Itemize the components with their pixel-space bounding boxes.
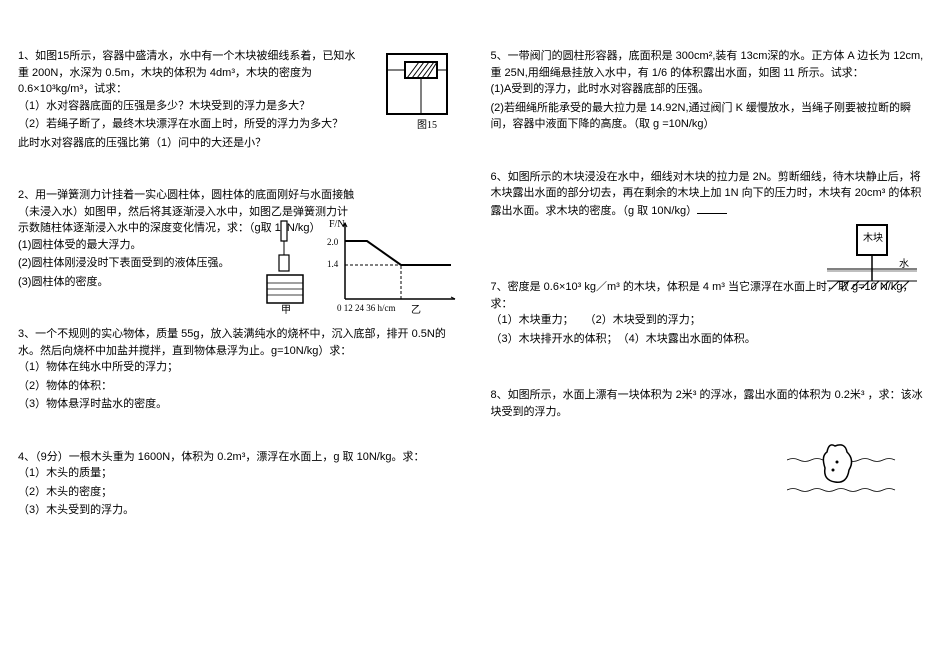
q1-part2: （2）若绳子断了，最终木块漂浮在水面上时，所受的浮力为多大？ <box>18 116 358 133</box>
q8-figure <box>787 430 897 500</box>
q7-part2: （3）木块排开水的体积； （4）木块露出水面的体积。 <box>491 331 928 348</box>
question-5: 5、一带阀门的圆柱形容器，底面积是 300cm²,装有 13cm深的水。正方体 … <box>491 48 928 133</box>
q1-stem: 1、如图15所示，容器中盛清水，水中有一个木块被细线系着，已知水重 200N，水… <box>18 50 355 95</box>
q6-body: 6、如图所示的木块浸没在水中，细线对木块的拉力是 2N。剪断细线，待木块静止后，… <box>491 169 928 220</box>
q2-ytick1: 2.0 <box>327 237 339 247</box>
q2-caption-right: 乙 <box>411 304 421 315</box>
q1-part3: 此时水对容器底的压强比第（1）问中的大还是小？ <box>18 135 358 152</box>
q4-part2: （2）木头的密度； <box>18 484 455 501</box>
q2-xticks: 0 12 24 36 h/cm <box>337 303 396 313</box>
q1-part1: （1）水对容器底面的压强是多少？木块受到的浮力是多大？ <box>18 98 358 115</box>
q4-stem: 4、（9分）一根木头重为 1600N，体积为 0.2m³，漂浮在水面上，g 取 … <box>18 451 424 463</box>
q5-body: 5、一带阀门的圆柱形容器，底面积是 300cm²,装有 13cm深的水。正方体 … <box>491 48 928 133</box>
spring-scale-graph-icon: 甲 F/N 2.0 1.4 <box>261 215 461 315</box>
question-8: 8、如图所示，水面上漂有一块体积为 2米³ 的浮冰，露出水面的体积为 0.2米³… <box>491 387 928 420</box>
q3-part3: （3）物体悬浮时盐水的密度。 <box>18 396 455 413</box>
q3-body: 3、一个不规则的实心物体，质量 55g，放入装满纯水的烧杯中，沉入底部，排开 0… <box>18 326 455 413</box>
q3-stem: 3、一个不规则的实心物体，质量 55g，放入装满纯水的烧杯中，沉入底部，排开 0… <box>18 328 446 357</box>
q2-axis-y: F/N <box>329 219 345 230</box>
question-7: 7、密度是 0.6×10³ kg／m³ 的木块，体积是 4 m³ 当它漂浮在水面… <box>491 279 928 347</box>
q8-stem: 8、如图所示，水面上漂有一块体积为 2米³ 的浮冰，露出水面的体积为 0.2米³… <box>491 389 923 418</box>
q5-part1: (1)A受到的浮力，此时水对容器底部的压强。 <box>491 81 928 98</box>
worksheet-page: 1、如图15所示，容器中盛清水，水中有一个木块被细线系着，已知水重 200N，水… <box>0 0 945 668</box>
q2-figure: 甲 F/N 2.0 1.4 <box>261 215 461 315</box>
q7-body: 7、密度是 0.6×10³ kg／m³ 的木块，体积是 4 m³ 当它漂浮在水面… <box>491 279 928 347</box>
iceberg-icon <box>787 430 897 500</box>
blank-line <box>697 202 727 214</box>
q7-stem: 7、密度是 0.6×10³ kg／m³ 的木块，体积是 4 m³ 当它漂浮在水面… <box>491 281 914 310</box>
question-3: 3、一个不规则的实心物体，质量 55g，放入装满纯水的烧杯中，沉入底部，排开 0… <box>18 326 455 413</box>
q6-water-label: 水 <box>899 258 909 270</box>
question-4: 4、（9分）一根木头重为 1600N，体积为 0.2m³，漂浮在水面上，g 取 … <box>18 449 455 519</box>
q6-block-label: 木块 <box>863 232 883 244</box>
q2-caption-left: 甲 <box>281 305 291 315</box>
q5-stem: 5、一带阀门的圆柱形容器，底面积是 300cm²,装有 13cm深的水。正方体 … <box>491 50 924 79</box>
q1-figure: 图15 <box>379 48 455 132</box>
q7-part1: （1）木块重力； （2）木块受到的浮力； <box>491 312 928 329</box>
question-2: 2、用一弹簧测力计挂着一实心圆柱体，圆柱体的底面刚好与水面接触（未浸入水）如图甲… <box>18 187 455 290</box>
q5-part2: (2)若细绳所能承受的最大拉力是 14.92N,通过阀门 K 缓慢放水，当绳子刚… <box>491 100 928 133</box>
q2-ytick2: 1.4 <box>327 259 339 269</box>
q3-part2: （2）物体的体积： <box>18 378 455 395</box>
q6-stem: 6、如图所示的木块浸没在水中，细线对木块的拉力是 2N。剪断细线，待木块静止后，… <box>491 171 922 217</box>
fig15-label: 图15 <box>417 119 437 131</box>
q1-body: 1、如图15所示，容器中盛清水，水中有一个木块被细线系着，已知水重 200N，水… <box>18 48 358 151</box>
container-water-block-icon: 图15 <box>379 48 455 132</box>
right-column: 5、一带阀门的圆柱形容器，底面积是 300cm²,装有 13cm深的水。正方体 … <box>473 0 945 668</box>
left-column: 1、如图15所示，容器中盛清水，水中有一个木块被细线系着，已知水重 200N，水… <box>0 0 473 668</box>
q4-body: 4、（9分）一根木头重为 1600N，体积为 0.2m³，漂浮在水面上，g 取 … <box>18 449 455 519</box>
q3-part1: （1）物体在纯水中所受的浮力； <box>18 359 455 376</box>
q4-part1: （1）木头的质量； <box>18 465 455 482</box>
question-6: 6、如图所示的木块浸没在水中，细线对木块的拉力是 2N。剪断细线，待木块静止后，… <box>491 169 928 220</box>
q8-body: 8、如图所示，水面上漂有一块体积为 2米³ 的浮冰，露出水面的体积为 0.2米³… <box>491 387 928 420</box>
q4-part3: （3）木头受到的浮力。 <box>18 502 455 519</box>
question-1: 1、如图15所示，容器中盛清水，水中有一个木块被细线系着，已知水重 200N，水… <box>18 48 455 151</box>
